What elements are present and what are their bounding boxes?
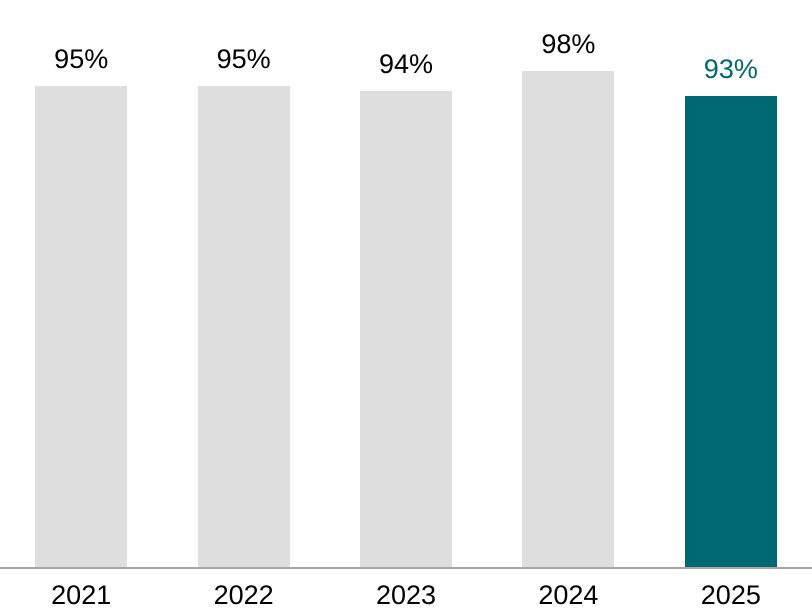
bar — [35, 86, 128, 568]
bar — [197, 86, 290, 568]
bar-value-label: 95% — [54, 44, 109, 75]
bar — [684, 96, 777, 568]
bar-value-label: 93% — [703, 54, 758, 85]
bar-value-label: 95% — [216, 44, 271, 75]
x-axis-tick-label: 2023 — [375, 580, 437, 610]
bar-group: 94% — [325, 0, 487, 568]
bar-group: 98% — [487, 0, 649, 568]
bar-group: 95% — [162, 0, 324, 568]
plot-area: 95% 95% 94% 98% 93% — [0, 0, 812, 568]
bar — [360, 91, 453, 568]
bar-value-label: 98% — [541, 29, 596, 60]
bar-group: 93% — [650, 0, 812, 568]
x-axis-line — [0, 567, 812, 569]
x-axis-tick-label: 2025 — [700, 580, 761, 610]
x-axis-tick-label: 2021 — [51, 580, 112, 610]
x-axis-tick-label: 2022 — [213, 580, 274, 610]
bar-value-label: 94% — [378, 49, 434, 80]
x-axis-tick-label: 2024 — [538, 580, 599, 610]
x-axis-tick-row: 2021 2022 2023 2024 2025 — [0, 582, 812, 609]
bar — [522, 71, 615, 568]
bar-group: 95% — [0, 0, 162, 568]
